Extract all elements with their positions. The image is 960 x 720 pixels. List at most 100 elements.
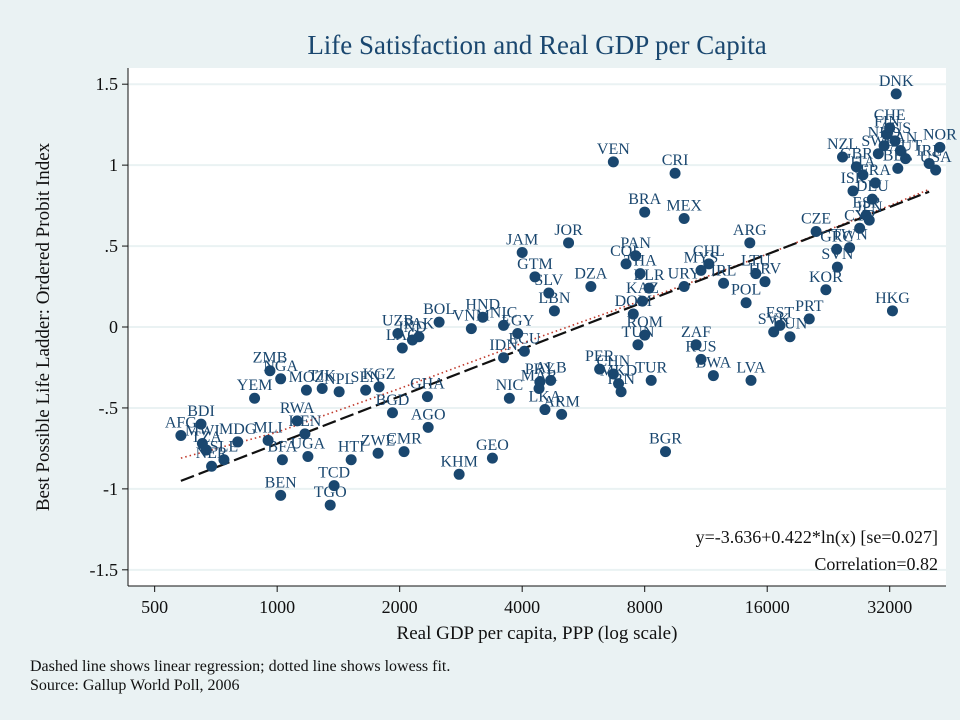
point-label: PRT (795, 298, 824, 315)
y-tick-label: -1 (103, 479, 118, 499)
point-label: DEU (856, 178, 889, 195)
data-point (660, 446, 672, 458)
point-label: CMR (386, 431, 422, 448)
chart-title: Life Satisfaction and Real GDP per Capit… (307, 30, 766, 60)
data-point (548, 305, 560, 317)
point-label: LBN (538, 290, 570, 307)
point-label: BDI (187, 403, 215, 420)
point-label: JAM (506, 232, 538, 249)
point-label: JPN (856, 199, 883, 216)
data-point (750, 268, 762, 280)
point-label: GRC (820, 228, 853, 245)
x-axis-label: Real GDP per capita, PPP (log scale) (397, 623, 678, 644)
data-point (894, 145, 906, 157)
point-label: GHA (410, 376, 445, 393)
data-point (857, 169, 869, 181)
data-point (759, 276, 771, 288)
point-label: AUT (889, 138, 922, 155)
notes-line-2: Source: Gallup World Poll, 2006 (30, 677, 240, 694)
data-point (630, 250, 642, 262)
point-label: DNK (879, 73, 914, 90)
data-point (695, 353, 707, 365)
point-label: SWE (861, 133, 895, 150)
data-point (718, 277, 730, 289)
point-label: VNM (453, 308, 490, 325)
point-label: MWI (185, 423, 220, 440)
data-point (413, 331, 425, 343)
data-point (300, 384, 312, 396)
data-point (645, 374, 657, 386)
data-point (632, 339, 644, 351)
point-label: SLV (534, 272, 563, 289)
data-point (262, 434, 274, 446)
notes-line-1: Dashed line shows linear regression; dot… (30, 658, 451, 675)
point-label: BEL (883, 147, 913, 164)
point-label: BWA (696, 355, 732, 372)
data-point (518, 345, 530, 357)
point-label: CHE (874, 107, 906, 124)
x-tick-label: 500 (141, 597, 168, 617)
point-label: ESP (852, 194, 880, 211)
point-label: VEN (597, 141, 630, 158)
point-label: COL (610, 243, 642, 260)
point-label: UGA (291, 436, 326, 453)
point-label: POL (731, 282, 761, 299)
point-label: NGA (263, 358, 298, 375)
point-label: JOR (554, 222, 583, 239)
data-point (854, 222, 866, 234)
data-point (328, 480, 340, 492)
data-point (433, 316, 445, 328)
data-point (831, 243, 843, 255)
data-point (465, 323, 477, 335)
point-label: USA (920, 149, 952, 166)
point-label: CHL (693, 243, 725, 260)
data-point (594, 363, 606, 375)
data-point (529, 271, 541, 283)
point-label: ARG (733, 222, 767, 239)
data-point (923, 158, 935, 170)
point-label: CAN (884, 130, 918, 147)
data-point (200, 444, 212, 456)
point-label: IND (398, 319, 426, 336)
point-label: TUR (635, 359, 667, 376)
point-label: ARM (543, 393, 579, 410)
point-label: TWN (831, 227, 868, 244)
data-point (275, 489, 287, 501)
data-point (372, 447, 384, 459)
data-point (878, 140, 890, 152)
scatter-points (175, 88, 946, 511)
data-point (477, 311, 489, 323)
y-tick-label: 1 (109, 155, 118, 175)
point-label: NER (196, 445, 228, 462)
point-label: BEN (265, 474, 297, 491)
point-label: KOR (809, 269, 843, 286)
data-point (498, 352, 510, 364)
data-point (784, 331, 796, 343)
point-label: DZA (574, 266, 607, 283)
point-label: UZB (382, 312, 414, 329)
y-tick-label: -1.5 (90, 560, 119, 580)
point-label: HUN (773, 316, 808, 333)
point-label: LKA (529, 389, 562, 406)
data-point (585, 281, 597, 293)
point-label: MDG (219, 421, 257, 438)
data-point (195, 418, 207, 430)
point-label: ZWE (361, 432, 396, 449)
data-point (218, 454, 230, 466)
data-point (345, 454, 357, 466)
data-point (545, 374, 557, 386)
point-label: IRL (916, 143, 942, 160)
data-point (695, 264, 707, 276)
data-point (892, 162, 904, 174)
data-point (563, 237, 575, 249)
point-label: TJK (308, 368, 336, 385)
point-label: HRV (749, 261, 782, 278)
point-label: MYS (684, 249, 719, 266)
point-label: KGZ (363, 366, 396, 383)
point-label: ECU (508, 330, 540, 347)
point-label: MEX (666, 198, 702, 215)
point-label: ZAF (681, 324, 711, 341)
data-point (890, 88, 902, 100)
point-label: CYP (844, 207, 875, 224)
